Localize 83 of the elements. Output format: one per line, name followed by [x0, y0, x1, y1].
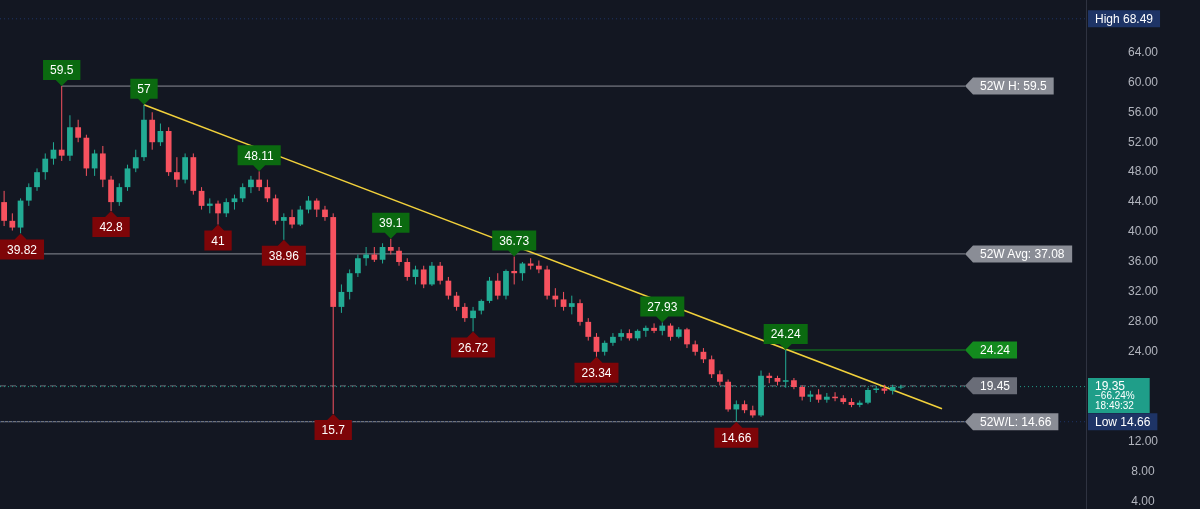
y-tick-label: 36.00 — [1127, 254, 1159, 269]
annotation: 59.5 — [50, 63, 74, 78]
annotation: 14.66 — [721, 431, 752, 446]
y-tick-label: 52.00 — [1127, 134, 1159, 149]
candlestick — [313, 197, 320, 218]
y-tick-label: 56.00 — [1127, 104, 1159, 119]
y-tick-label: 60.00 — [1127, 74, 1159, 89]
candlestick — [610, 332, 616, 347]
candlestick — [560, 291, 567, 312]
candlestick — [470, 306, 476, 332]
annotation: 24.24 — [770, 327, 802, 342]
y-tick-label: 64.00 — [1127, 44, 1159, 59]
annotation: 27.93 — [647, 299, 678, 314]
annotation: 39.1 — [379, 216, 403, 231]
candlestick — [215, 200, 221, 226]
candlestick — [174, 156, 180, 188]
candlestick — [182, 152, 188, 184]
candlestick — [511, 256, 518, 285]
candlestick — [58, 85, 65, 162]
text: −66.24% — [1095, 390, 1135, 402]
ref-line-label: 24.24 — [980, 342, 1011, 357]
candlestick — [420, 265, 427, 289]
annotation: 48.11 — [244, 148, 275, 163]
annotation: 15.7 — [321, 423, 346, 438]
candlestick — [684, 327, 690, 349]
candlestick — [289, 209, 295, 229]
y-tick-label: 44.00 — [1127, 194, 1159, 209]
candlestick — [437, 261, 444, 285]
annotation: 38.96 — [268, 249, 300, 264]
candlestick — [396, 246, 402, 267]
candlestick — [132, 149, 139, 173]
candlestick — [898, 384, 904, 390]
annotation: 23.34 — [581, 366, 612, 381]
annotation: 39.82 — [7, 242, 38, 257]
candlestick — [297, 205, 304, 227]
candlestick — [256, 170, 263, 192]
candlestick — [322, 205, 328, 222]
y-tick-label: 40.00 — [1127, 224, 1159, 239]
ref-line-label: High 68.49 — [1095, 11, 1154, 26]
candlestick — [25, 182, 32, 207]
candlestick — [733, 399, 740, 423]
candlestick — [404, 257, 411, 282]
candlestick — [429, 261, 435, 287]
ref-line-label: 52W Avg: 37.08 — [980, 246, 1065, 261]
ref-line-label: Low 14.66 — [1095, 414, 1151, 429]
y-tick-label: 24.00 — [1127, 344, 1159, 359]
candlestick — [782, 349, 789, 389]
candlestick — [412, 265, 419, 285]
candlestick — [223, 197, 230, 218]
candlestick — [1, 190, 7, 227]
candlestick — [239, 182, 246, 203]
candlestick — [651, 322, 657, 334]
y-tick-label: 4.00 — [1131, 493, 1155, 508]
annotation: 57 — [137, 82, 151, 97]
y-tick-label: 12.00 — [1127, 433, 1159, 448]
candlestick — [346, 268, 353, 300]
candlestick — [585, 317, 592, 342]
ref-line-label: 52W H: 59.5 — [980, 78, 1048, 93]
candlestick — [577, 298, 583, 327]
candlestick — [108, 175, 114, 212]
candlestick — [355, 254, 361, 278]
text: 18:49:32 — [1095, 399, 1135, 411]
candlestick — [149, 111, 156, 151]
y-tick-label: 28.00 — [1127, 314, 1159, 329]
candlestick — [280, 212, 287, 241]
y-tick-label: 8.00 — [1131, 463, 1155, 478]
candlestick — [568, 295, 575, 315]
annotation: 36.73 — [499, 233, 530, 248]
candlestick — [494, 272, 501, 300]
candlestick — [116, 182, 123, 207]
y-tick-label: 48.00 — [1127, 164, 1159, 179]
candlestick — [75, 119, 82, 143]
candlestick — [708, 355, 715, 379]
candlestick — [42, 152, 49, 181]
annotation: 42.8 — [99, 220, 124, 235]
annotation: 41 — [211, 233, 226, 248]
candlestick — [34, 167, 40, 192]
candlestick — [248, 175, 254, 194]
y-tick-label: 32.00 — [1127, 284, 1159, 299]
annotation: 26.72 — [458, 340, 489, 355]
ref-line-label: 52W/L: 14.66 — [980, 414, 1052, 429]
candlestick — [461, 302, 468, 323]
ref-line-label: 19.45 — [980, 378, 1011, 393]
